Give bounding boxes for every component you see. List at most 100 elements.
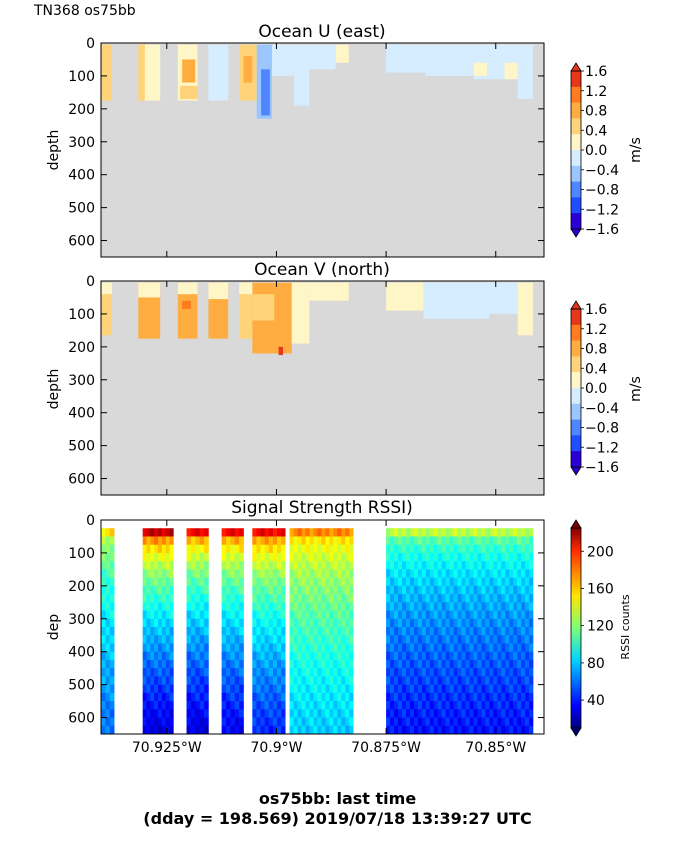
rssi-cell [321,602,326,611]
rssi-cell [405,676,411,685]
rssi-cell [481,668,486,677]
rssi-cell [333,684,338,694]
rssi-cell [169,701,174,710]
rssi-cell [421,552,427,562]
rssi-cell [190,659,196,669]
rssi-cell [485,602,490,611]
rssi-cell [477,528,482,537]
rssi-cell [165,701,170,710]
rssi-cell [449,528,454,537]
rssi-cell [409,594,415,603]
rssi-cell [445,684,450,694]
rssi-cell [421,536,427,545]
rssi-cell [449,561,454,570]
rssi-cell [256,561,261,570]
rssi-cell [109,643,115,652]
rssi-cell [481,544,486,554]
rssi-cell [204,668,209,677]
rssi-cell [204,569,209,578]
rssi-cell [199,709,205,718]
rssi-cell [505,569,510,578]
rssi-cell [272,536,278,545]
rssi-cell [321,610,326,620]
rssi-cell [289,701,294,710]
rssi-cell [517,602,522,611]
rssi-cell [473,709,478,718]
rssi-cell [154,709,159,718]
rssi-cell [401,585,407,595]
rssi-cell [142,725,147,735]
data-patch [101,282,112,295]
rssi-cell [461,709,466,718]
rssi-cell [281,618,286,628]
rssi-cell [473,717,478,727]
rssi-cell [481,561,486,570]
rssi-cell [517,684,522,694]
rssi-cell [158,561,163,570]
rssi-cell [268,610,274,620]
data-patch [177,282,198,295]
rssi-cell [101,725,106,735]
rssi-cell [260,594,265,603]
rssi-cell [142,635,147,644]
rssi-cell [309,627,314,636]
rssi-cell [195,643,200,652]
rssi-cell [199,701,205,710]
rssi-cell [333,635,338,644]
rssi-cell [413,552,419,562]
rssi-cell [521,528,526,537]
rssi-cell [305,684,310,694]
rssi-cell [190,618,196,628]
rssi-cell [199,725,205,735]
rssi-cell [154,725,159,735]
rssi-cell [501,561,506,570]
rssi-cell [461,627,466,636]
rssi-cell [394,651,399,661]
rssi-cell [317,635,322,644]
rssi-cell [493,552,498,562]
rssi-cell [477,643,482,652]
rssi-cell [413,668,419,677]
colorbar-segment [571,181,581,198]
rssi-cell [529,659,534,669]
rssi-cell [390,577,395,587]
rssi-cell [349,577,354,587]
rssi-cell [150,635,155,644]
rssi-cell [321,709,326,718]
rssi-cell [289,577,294,587]
y-tick-label: 500 [68,678,95,694]
rssi-cell [301,594,306,603]
rssi-cell [469,659,474,669]
rssi-cell [105,594,111,603]
rssi-cell [457,692,462,702]
rssi-cell [239,618,244,628]
rssi-cell [256,709,261,718]
rssi-cell [146,651,151,661]
rssi-cell [489,676,494,685]
rssi-cell [529,569,534,578]
rssi-cell [509,552,514,562]
rssi-cell [345,618,350,628]
rssi-cell [186,725,192,735]
rssi-cell [521,618,526,628]
rssi-cell [199,635,205,644]
rssi-cell [345,676,350,685]
rssi-cell [477,585,482,595]
rssi-cell [409,643,415,652]
rssi-cell [433,651,439,661]
rssi-cell [195,725,200,735]
rssi-cell [239,528,244,537]
rssi-cell [390,725,395,735]
rssi-cell [317,552,322,562]
rssi-cell [409,585,415,595]
rssi-cell [398,577,403,587]
rssi-cell [195,544,200,554]
rssi-cell [109,594,115,603]
rssi-cell [264,668,270,677]
rssi-cell [425,528,431,537]
rssi-cell [497,635,502,644]
rssi-cell [386,643,391,652]
rssi-cell [349,610,354,620]
rssi-cell [313,725,318,735]
